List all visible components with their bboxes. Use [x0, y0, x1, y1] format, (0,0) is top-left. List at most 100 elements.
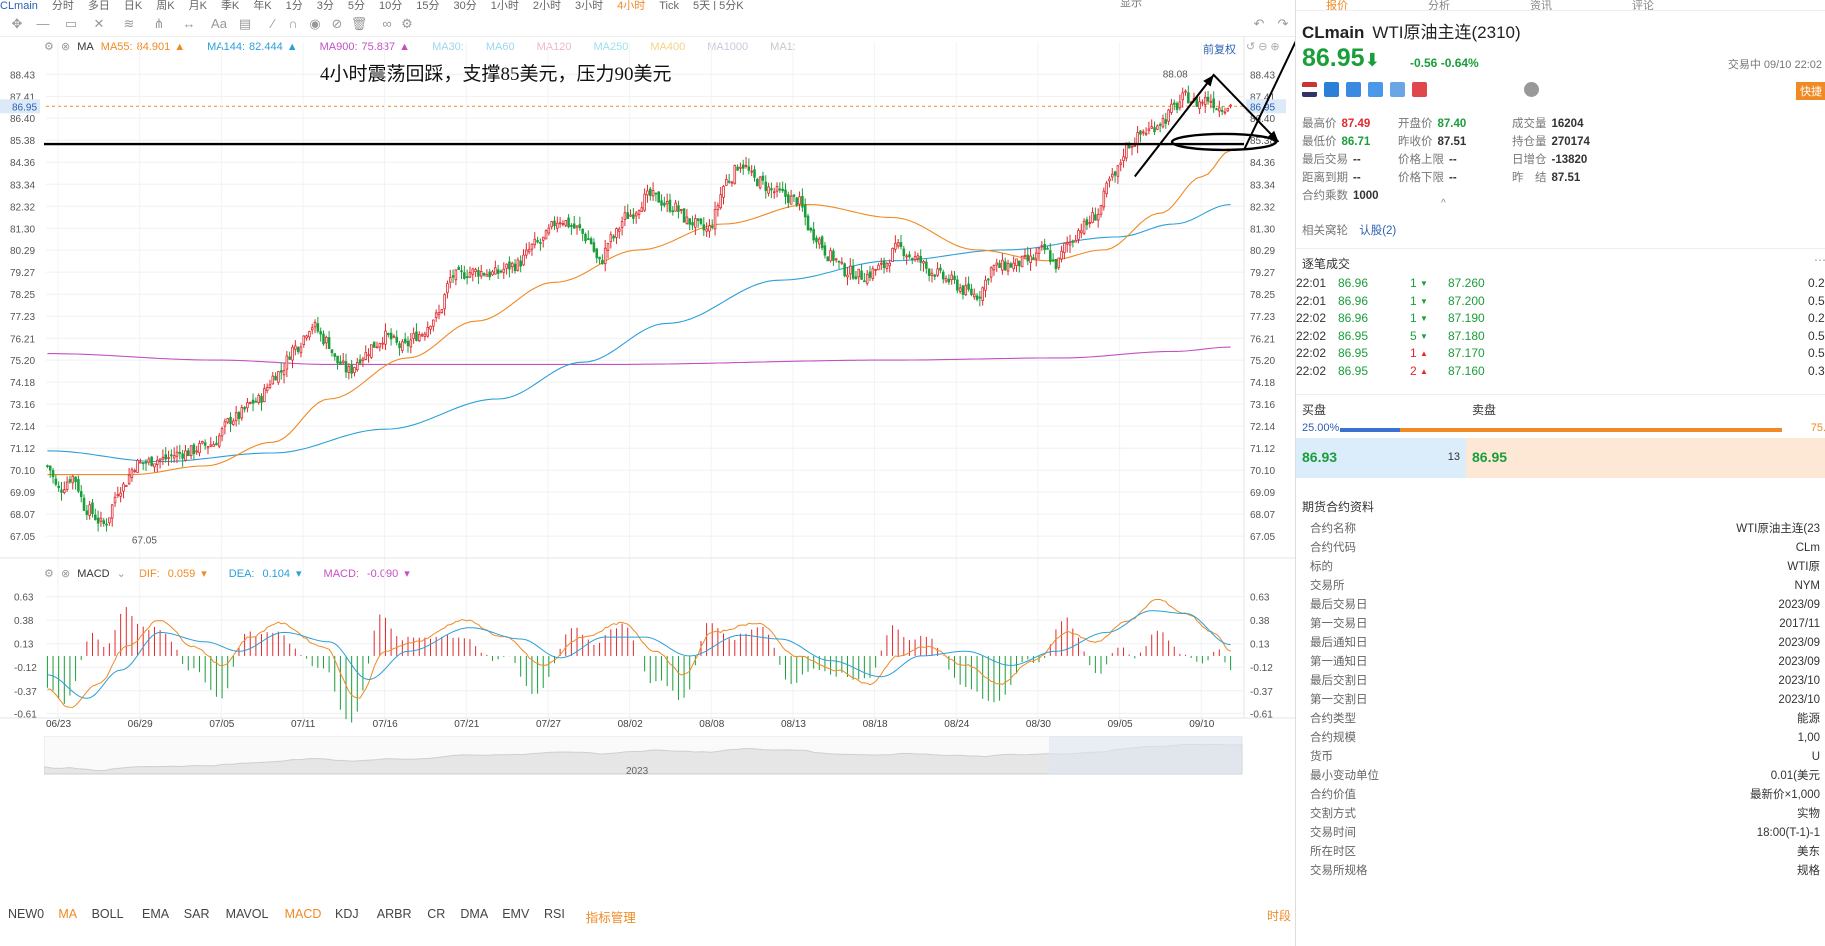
fib-tool-icon[interactable]: ✕ — [93, 16, 105, 31]
close-icon[interactable]: ⊗ — [60, 568, 71, 580]
ma-legend-item[interactable]: MA60 — [486, 41, 519, 53]
indicator-tab[interactable]: SAR — [183, 907, 210, 921]
indicator-tab[interactable]: 指标管理 — [585, 911, 636, 925]
timeframe-tab[interactable]: 多日 — [87, 0, 110, 11]
timeframe-tab[interactable]: CLmain — [0, 0, 38, 11]
ma-legend-item[interactable]: MA144: 82.444 ▲ — [207, 41, 301, 53]
chevron-down-icon[interactable]: ⌄ — [116, 568, 126, 580]
timeframe-tab[interactable]: 1分 — [285, 0, 303, 11]
indicator-tab[interactable]: ARBR — [376, 907, 412, 921]
ma-legend-item[interactable]: MA55: 84.901 ▲ — [101, 41, 189, 53]
ma-legend-item[interactable]: MA120 — [537, 41, 576, 53]
quote-tab[interactable]: 评论 — [1632, 0, 1654, 11]
timeframe-tab[interactable]: 10分 — [379, 0, 403, 11]
timeframe-tab[interactable]: 季K — [220, 0, 240, 11]
price-chart[interactable]: 88.43 88.43 87.41 87.41 86.40 86.40 85.38 85.38… — [0, 0, 1295, 790]
channel-tool-icon[interactable]: ≋ — [123, 16, 135, 31]
trade-icon[interactable] — [1324, 82, 1339, 97]
bell-icon[interactable] — [1524, 82, 1539, 97]
quote-tab[interactable]: 资讯 — [1530, 0, 1552, 11]
note-icon[interactable] — [1390, 82, 1405, 97]
indicator-tab[interactable]: MAVOL — [225, 907, 269, 921]
close-icon[interactable]: ⊗ — [60, 41, 71, 53]
indicator-tab[interactable]: EMV — [502, 907, 530, 921]
ma-legend-item[interactable]: MA1000 — [707, 41, 752, 53]
indicator-tab[interactable]: MACD — [284, 907, 322, 921]
quote-tab[interactable]: 分析 — [1428, 0, 1450, 11]
macd-legend-item[interactable]: DIF: 0.059 ▾ — [139, 568, 211, 580]
ma-legend-item[interactable]: MA900: 75.837 ▲ — [320, 41, 414, 53]
candle-body — [879, 262, 883, 265]
collapse-chevron-icon[interactable]: ^ — [1441, 198, 1446, 209]
candle-body — [595, 248, 599, 259]
macd-legend-name[interactable]: MACD — [77, 568, 110, 580]
macd-legend-item[interactable]: MACD: -0.090 ▾ — [324, 568, 414, 580]
timeframe-tab[interactable]: 2小时 — [532, 0, 561, 11]
trash-icon[interactable]: 🗑 — [350, 16, 368, 31]
pen-tool-icon[interactable]: ∕ — [271, 16, 275, 31]
ma-legend-item[interactable]: MA30: — [432, 41, 468, 53]
magnet-icon[interactable]: ∩ — [288, 16, 298, 31]
timeframe-tab[interactable]: 月K — [188, 0, 207, 11]
indicator-tab[interactable]: EMA — [142, 907, 170, 921]
timeframe-tab[interactable]: 3分 — [316, 0, 334, 11]
quick-trade-button[interactable]: 快捷 — [1796, 82, 1825, 100]
quote-tab[interactable]: 报价 — [1326, 0, 1348, 11]
indicator-tab[interactable]: MA — [58, 907, 78, 921]
text-tool-icon[interactable]: Aa — [211, 16, 227, 31]
more-icon[interactable]: ⋯ — [1814, 253, 1825, 267]
comment-tool-icon[interactable]: ▤ — [238, 16, 252, 31]
y-tick-right: 87.41 — [1250, 92, 1275, 103]
session-button[interactable]: 时段 — [1267, 909, 1292, 923]
eye-icon[interactable]: ◉ — [309, 16, 321, 31]
rect-tool-icon[interactable]: ▭ — [64, 16, 78, 31]
hide-icon[interactable]: ⊘ — [331, 16, 343, 31]
timeframe-tab[interactable]: 30分 — [453, 0, 477, 11]
macd-legend-item[interactable]: DEA: 0.104 ▾ — [229, 568, 306, 580]
timeframe-tab[interactable]: 5分 — [347, 0, 365, 11]
display-label[interactable]: 显示 — [1120, 0, 1142, 9]
redo-icon[interactable]: ↷ — [1277, 16, 1289, 31]
settings-icon[interactable]: ⚙ — [401, 16, 413, 31]
timeframe-tab[interactable]: 日K — [123, 0, 143, 11]
heart-icon[interactable] — [1412, 82, 1427, 97]
line-tool-icon[interactable]: ― — [36, 16, 50, 31]
indicator-tab[interactable]: KDJ — [335, 907, 359, 921]
indicator-tab[interactable]: DMA — [460, 907, 489, 921]
related-link[interactable]: 认股(2) — [1359, 225, 1397, 237]
y-tick-left: 67.05 — [10, 532, 35, 543]
link-icon[interactable]: ∞ — [382, 16, 392, 31]
indicator-tab[interactable]: NEW0 — [8, 907, 45, 921]
timeframe-tab[interactable]: Tick — [659, 0, 680, 11]
timeframe-tab[interactable]: 1小时 — [490, 0, 519, 11]
timeframe-tab[interactable]: 4小时 — [617, 0, 646, 11]
ma-legend-item[interactable]: MA250 — [593, 41, 632, 53]
restore-button[interactable]: 前复权 — [1203, 44, 1236, 56]
y-tick-left: 88.43 — [10, 70, 35, 81]
time-navigator[interactable]: 2023 — [44, 736, 1244, 776]
undo-icon[interactable]: ↶ — [1253, 16, 1265, 31]
timeframe-tab[interactable]: 分时 — [51, 0, 74, 11]
timeframe-tab[interactable]: 周K — [156, 0, 175, 11]
position-icon[interactable] — [1346, 82, 1361, 97]
indicator-tab[interactable]: CR — [427, 907, 446, 921]
gear-icon[interactable]: ⚙ — [44, 568, 54, 580]
timeframe-tab[interactable]: 5天 | 5分K — [693, 0, 744, 11]
pitchfork-tool-icon[interactable]: ⋔ — [153, 16, 165, 31]
timeframe-tab[interactable]: 年K — [253, 0, 272, 11]
ma-legend-item[interactable]: MA400 — [650, 41, 689, 53]
ma-legend-item[interactable]: MA1: — [770, 41, 800, 53]
ask-cell[interactable]: 86.95 — [1466, 438, 1825, 478]
ma-legend-name[interactable]: MA — [77, 41, 94, 53]
timeframe-tab[interactable]: 3小时 — [575, 0, 604, 11]
tag-icon[interactable] — [1368, 82, 1383, 97]
arrow-tool-icon[interactable]: ↔ — [182, 16, 196, 31]
timeframe-tab[interactable]: 15分 — [416, 0, 440, 11]
move-icon[interactable]: ✥ — [11, 16, 23, 31]
gear-icon[interactable]: ⚙ — [44, 41, 54, 53]
indicator-tab[interactable]: BOLL — [91, 907, 124, 921]
navigator-window[interactable] — [1049, 736, 1242, 774]
indicator-tab[interactable]: RSI — [544, 907, 565, 921]
chart-controls[interactable]: ↺⊖⊕ — [1246, 41, 1283, 53]
bid-cell[interactable]: 86.93 13 — [1296, 438, 1466, 478]
